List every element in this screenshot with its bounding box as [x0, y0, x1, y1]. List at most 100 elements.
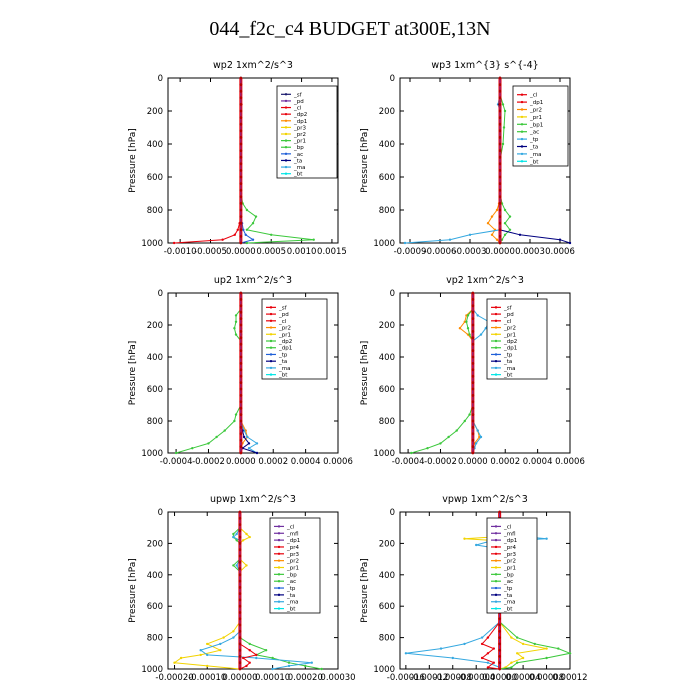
- data-point: [233, 233, 236, 236]
- series-line-tp: [472, 293, 490, 454]
- x-tick-label: -0.0009: [394, 247, 427, 257]
- legend-marker: [520, 152, 524, 156]
- legend-marker: [277, 552, 281, 556]
- x-tick-label: 0.0010: [287, 247, 317, 257]
- y-axis-label: Pressure [hPa]: [128, 558, 138, 623]
- legend-marker: [269, 306, 273, 309]
- data-point: [304, 664, 307, 668]
- data-point: [463, 537, 466, 540]
- y-tick-label: 600: [379, 602, 395, 612]
- data-point: [468, 413, 471, 416]
- data-point: [251, 222, 255, 225]
- legend-marker: [284, 119, 288, 122]
- data-point: [245, 228, 249, 231]
- x-tick-label: 0.0000: [226, 457, 256, 467]
- x-tick-label: -0.0002: [424, 457, 457, 467]
- y-tick-label: 200: [379, 107, 395, 117]
- y-tick-label: 1000: [141, 239, 163, 249]
- data-point: [238, 661, 242, 665]
- data-point: [471, 387, 475, 391]
- legend-marker: [284, 106, 288, 109]
- data-point: [510, 666, 513, 669]
- legend-entry: _ma: [293, 165, 305, 171]
- data-point: [498, 175, 502, 179]
- x-tick-label: -0.0004: [160, 457, 193, 467]
- data-point: [238, 535, 242, 539]
- y-tick-label: 600: [379, 173, 395, 183]
- data-point: [498, 122, 502, 126]
- legend-entry: _bp: [503, 572, 514, 578]
- data-point: [239, 432, 243, 436]
- legend-entry: _pr2: [286, 559, 299, 565]
- data-point: [545, 656, 548, 660]
- legend-marker: [494, 333, 498, 336]
- legend-marker: [277, 607, 281, 610]
- data-point: [471, 355, 475, 359]
- data-point: [533, 642, 536, 646]
- legend-marker: [284, 99, 288, 103]
- chart-panel-6: vpwp 1xm^2/s^3 Pressure [hPa] 0 200 400 600 80…: [360, 494, 588, 683]
- data-point: [219, 649, 222, 652]
- data-point: [238, 523, 242, 526]
- data-point: [568, 652, 572, 655]
- data-point: [239, 122, 243, 126]
- data-point: [498, 109, 502, 113]
- legend-box: [486, 298, 548, 380]
- data-point: [239, 89, 243, 93]
- legend-marker: [520, 145, 524, 148]
- data-point: [471, 291, 475, 295]
- data-point: [545, 537, 548, 540]
- data-point: [455, 429, 458, 432]
- data-point: [239, 413, 243, 416]
- legend-marker: [494, 586, 498, 590]
- data-point: [232, 636, 235, 639]
- data-point: [238, 636, 242, 639]
- data-point: [476, 429, 479, 432]
- legend-marker: [520, 115, 524, 119]
- data-point: [498, 667, 502, 671]
- data-point: [245, 241, 249, 245]
- data-point: [471, 406, 475, 410]
- x-tick-label: -0.00020: [155, 673, 193, 683]
- data-point: [239, 142, 243, 146]
- data-point: [239, 202, 243, 205]
- y-tick-label: 400: [379, 140, 395, 150]
- data-point: [173, 661, 176, 664]
- data-point: [221, 238, 224, 241]
- y-tick-label: 800: [147, 634, 163, 644]
- x-tick-label: -0.0010: [164, 247, 197, 257]
- data-point: [498, 636, 502, 639]
- x-tick-label: -0.0004: [392, 457, 425, 467]
- x-tick-label: -0.00004: [457, 673, 495, 683]
- data-point: [486, 222, 490, 225]
- data-point: [498, 162, 502, 166]
- y-tick-label: 400: [147, 353, 163, 363]
- data-point: [478, 435, 481, 439]
- data-point: [238, 573, 242, 577]
- y-tick-label: 400: [379, 571, 395, 581]
- data-point: [471, 426, 475, 429]
- data-point: [479, 333, 483, 336]
- chart-panel-3: up2 1xm^2/s^3 Pressure [hPa] 0 200 400 600 800…: [128, 275, 353, 467]
- legend-entry: _pd: [278, 312, 289, 318]
- page-title: 044_f2c_c4 BUDGET at300E,13N: [209, 18, 491, 40]
- legend-marker: [520, 93, 524, 96]
- x-tick-label: 0.00030: [320, 673, 355, 683]
- data-point: [255, 656, 258, 660]
- data-point: [234, 314, 238, 317]
- x-tick-label: 0.0006: [323, 457, 353, 467]
- series-line-ac: [240, 78, 255, 244]
- legend-marker: [269, 326, 273, 329]
- legend-entry: _ta: [286, 593, 295, 599]
- chart-title: up2 1xm^2/s^3: [214, 275, 292, 286]
- data-point: [498, 149, 502, 153]
- data-point: [451, 656, 454, 660]
- x-tick-label: -0.0005: [194, 247, 227, 257]
- legend-entry: _cl: [503, 319, 512, 325]
- data-point: [471, 413, 475, 416]
- legend-entry: _bt: [503, 373, 513, 379]
- legend-entry: _tp: [503, 352, 513, 358]
- series-line-tp: [240, 293, 258, 454]
- legend-marker: [277, 573, 281, 576]
